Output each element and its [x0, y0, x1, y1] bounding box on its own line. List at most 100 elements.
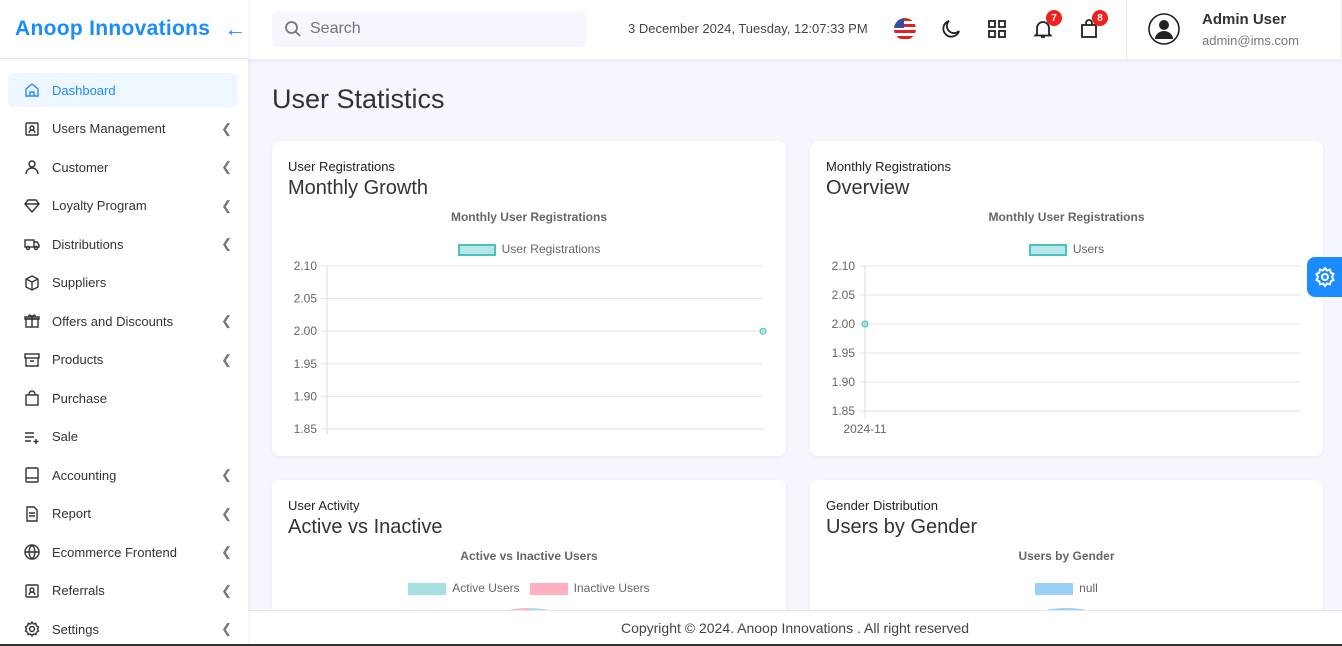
search-input[interactable] [310, 20, 570, 38]
legend-swatch [408, 582, 447, 595]
chart-title: Active vs Inactive Users [460, 549, 598, 563]
chevron-left-icon: ❮ [221, 197, 232, 213]
gift-icon [24, 313, 40, 329]
notifications-bell-icon[interactable]: 7 [1030, 10, 1062, 42]
us-flag-icon[interactable] [892, 16, 918, 42]
chevron-left-icon: ❮ [221, 351, 232, 367]
list-plus-icon [24, 429, 40, 445]
y-tick-label: 1.90 [832, 375, 856, 389]
truck-icon [24, 236, 40, 252]
data-point[interactable] [759, 327, 767, 335]
chevron-left-icon: ❮ [221, 313, 232, 328]
sidebar-item-purchase[interactable]: Purchase [8, 381, 238, 415]
globe-icon [24, 544, 40, 560]
sidebar-item-accounting[interactable]: Accounting ❮ [8, 458, 238, 492]
chevron-left-icon: ❮ [221, 467, 232, 482]
legend-label: Users [1072, 242, 1105, 256]
chart-legend[interactable]: null [810, 581, 1323, 595]
chevron-left-icon: ❮ [221, 120, 232, 136]
x-tick-label: 2024-11 [843, 422, 886, 436]
sidebar-item-label: Users Management [52, 121, 166, 136]
sidebar-item-distributions[interactable]: Distributions ❮ [8, 227, 238, 261]
sidebar: Anoop Innovations ← Dashboard Users Manag… [0, 0, 248, 646]
sidebar-item-label: Dashboard [52, 82, 116, 98]
legend-label: User Registrations [501, 242, 601, 256]
line-chart: 2.10 2.05 2.00 1.95 1.90 1.85 [294, 259, 767, 436]
datetime: 3 December 2024, Tuesday, 12:07:33 PM [628, 21, 868, 36]
chart-title: Users by Gender [1018, 549, 1115, 563]
sidebar-item-customer[interactable]: Customer ❮ [8, 150, 238, 184]
sidebar-item-report[interactable]: Report ❮ [8, 497, 238, 531]
sidebar-item-sale[interactable]: Sale [8, 420, 238, 454]
sidebar-item-label: Report [52, 506, 92, 521]
archive-icon [24, 352, 40, 368]
line-chart: 2.10 2.05 2.00 1.95 1.90 1.85 2024-11 [832, 259, 1301, 436]
card-subtitle: Monthly Registrations [826, 159, 951, 174]
sidebar-item-label: Suppliers [52, 275, 107, 290]
sidebar-item-label: Ecommerce Frontend [52, 544, 177, 560]
gear-icon [24, 621, 40, 637]
box-icon [24, 274, 40, 291]
y-tick-label: 2.10 [832, 259, 856, 273]
chevron-left-icon: ❮ [221, 621, 232, 636]
chart-legend[interactable]: User Registrations [272, 242, 786, 256]
user-badge-icon [24, 583, 40, 599]
card-heading: Overview [826, 177, 910, 199]
sidebar-item-loyalty-program[interactable]: Loyalty Program ❮ [8, 189, 238, 223]
legend-swatch [1035, 582, 1074, 595]
user-icon [24, 159, 40, 175]
data-point[interactable] [861, 320, 869, 328]
user-badge-icon [24, 121, 40, 137]
dark-mode-moon-icon[interactable] [938, 16, 964, 42]
y-tick-label: 2.05 [294, 292, 318, 306]
brand: Anoop Innovations ← [0, 0, 248, 59]
search-box[interactable] [272, 11, 587, 47]
chart-legend[interactable]: Active Users Inactive Users [272, 581, 786, 595]
cart-bag-icon[interactable]: 8 [1076, 10, 1108, 42]
gear-icon [1314, 266, 1335, 288]
shopping-bag-icon [24, 390, 40, 406]
y-tick-label: 1.90 [294, 389, 318, 403]
sidebar-item-offers-and-discounts[interactable]: Offers and Discounts ❮ [8, 304, 238, 338]
chevron-left-icon: ❮ [221, 505, 232, 521]
user-menu[interactable]: Admin User admin@ims.com [1126, 0, 1342, 59]
page-title: User Statistics [272, 84, 445, 114]
notifications-badge: 7 [1046, 10, 1062, 26]
sidebar-item-products[interactable]: Products ❮ [8, 343, 238, 377]
y-tick-label: 1.85 [832, 404, 856, 418]
legend-label: null [1079, 581, 1098, 595]
sidebar-item-label: Loyalty Program [52, 198, 147, 213]
card-heading: Active vs Inactive [288, 516, 443, 538]
sidebar-item-ecommerce-frontend[interactable]: Ecommerce Frontend ❮ [8, 535, 238, 569]
legend-swatch [1028, 243, 1067, 256]
card-heading: Users by Gender [826, 516, 978, 538]
chevron-left-icon: ❮ [221, 582, 232, 598]
sidebar-item-suppliers[interactable]: Suppliers [8, 266, 238, 300]
apps-grid-icon[interactable] [984, 16, 1010, 42]
sidebar-item-referrals[interactable]: Referrals ❮ [8, 574, 238, 608]
y-tick-label: 1.95 [294, 357, 318, 371]
sidebar-item-label: Settings [52, 621, 99, 637]
chart-title: Monthly User Registrations [450, 210, 608, 224]
chevron-left-icon: ❮ [221, 236, 232, 251]
sidebar-item-label: Customer [52, 159, 109, 175]
sidebar-item-dashboard[interactable]: Dashboard [8, 73, 238, 107]
user-email: admin@ims.com [1202, 33, 1299, 48]
overview-card: Monthly Registrations Overview Monthly U… [810, 141, 1323, 456]
sidebar-item-label: Referrals [52, 583, 105, 598]
header: 3 December 2024, Tuesday, 12:07:33 PM 7 … [248, 0, 1342, 59]
sidebar-item-settings[interactable]: Settings ❮ [8, 612, 238, 646]
search-icon [285, 21, 301, 37]
sidebar-item-label: Sale [52, 429, 79, 444]
settings-panel-button[interactable] [1307, 257, 1342, 297]
collapse-sidebar-arrow-icon[interactable]: ← [224, 16, 247, 41]
chart-legend[interactable]: Users [810, 242, 1323, 256]
sidebar-item-label: Products [52, 352, 104, 367]
sidebar-nav: Dashboard Users Management ❮ Customer ❮ Loyal… [0, 59, 248, 646]
legend-label: Active Users [452, 581, 520, 595]
y-tick-label: 1.85 [294, 422, 318, 436]
sidebar-item-label: Purchase [52, 390, 107, 406]
y-tick-label: 1.95 [832, 346, 856, 360]
sidebar-item-users-management[interactable]: Users Management ❮ [8, 112, 238, 146]
brand-name: Anoop Innovations [15, 17, 211, 40]
